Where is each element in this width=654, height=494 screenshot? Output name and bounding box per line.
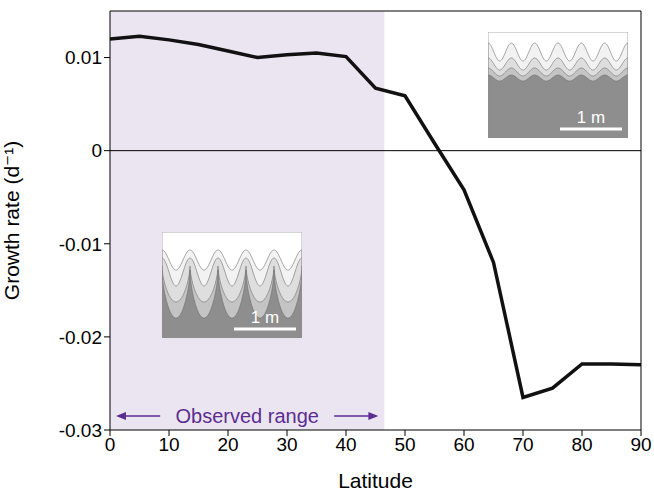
- svg-text:0: 0: [105, 434, 116, 455]
- svg-text:0.01: 0.01: [65, 47, 102, 68]
- svg-text:10: 10: [158, 434, 179, 455]
- svg-text:-0.03: -0.03: [59, 420, 102, 441]
- svg-text:60: 60: [453, 434, 474, 455]
- svg-text:0: 0: [91, 140, 102, 161]
- svg-text:1 m: 1 m: [251, 308, 279, 327]
- svg-text:70: 70: [512, 434, 533, 455]
- svg-text:50: 50: [394, 434, 415, 455]
- svg-text:-0.02: -0.02: [59, 327, 102, 348]
- svg-text:1 m: 1 m: [577, 108, 605, 127]
- svg-text:40: 40: [335, 434, 356, 455]
- svg-text:Growth rate (d⁻¹): Growth rate (d⁻¹): [0, 141, 23, 300]
- svg-text:Latitude: Latitude: [338, 469, 413, 492]
- svg-text:80: 80: [571, 434, 592, 455]
- svg-text:90: 90: [630, 434, 651, 455]
- svg-text:Observed range: Observed range: [175, 405, 318, 427]
- svg-text:30: 30: [276, 434, 297, 455]
- svg-text:20: 20: [217, 434, 238, 455]
- svg-text:-0.01: -0.01: [59, 234, 102, 255]
